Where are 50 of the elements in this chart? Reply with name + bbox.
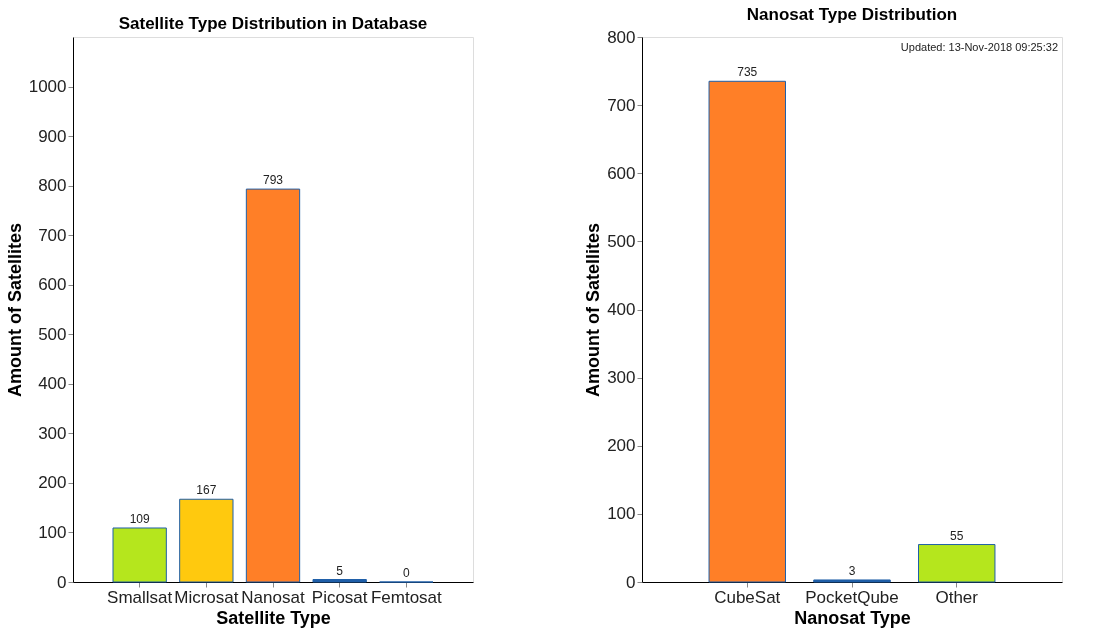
data-label: 3 bbox=[848, 563, 856, 578]
x-tick-label: PocketQube bbox=[805, 587, 899, 607]
y-tick-label: 400 bbox=[607, 300, 636, 319]
y-tick-label: 100 bbox=[607, 504, 636, 524]
chart-title: Nanosat Type Distribution bbox=[746, 5, 958, 24]
x-axis-title: Satellite Type bbox=[216, 607, 331, 628]
bar bbox=[918, 544, 996, 583]
y-tick-label: 700 bbox=[607, 95, 636, 115]
x-tick-label: CubeSat bbox=[714, 587, 781, 607]
x-axis-title: Nanosat Type bbox=[794, 607, 911, 628]
y-tick-label: 800 bbox=[38, 176, 67, 196]
y-tick-label: 1000 bbox=[28, 77, 67, 97]
data-label: 735 bbox=[737, 65, 758, 80]
annotation: Updated: 13-Nov-2018 09:25:32 bbox=[900, 41, 1058, 53]
bar bbox=[179, 498, 234, 583]
y-tick-label: 100 bbox=[38, 522, 67, 542]
data-label: 5 bbox=[336, 563, 344, 578]
y-axis-title: Amount of Satellites bbox=[583, 222, 604, 398]
bar bbox=[112, 527, 167, 583]
x-tick-label: Other bbox=[935, 587, 979, 607]
bar bbox=[708, 80, 786, 583]
x-tick-label: Picosat bbox=[311, 587, 368, 607]
y-axis-title: Amount of Satellites bbox=[4, 222, 25, 398]
y-tick-label: 200 bbox=[607, 436, 636, 456]
bar bbox=[813, 579, 891, 583]
y-tick-label: 300 bbox=[38, 423, 67, 443]
x-tick-label: Microsat bbox=[174, 587, 239, 607]
bar bbox=[312, 579, 367, 583]
y-tick-label: 500 bbox=[38, 324, 67, 344]
y-tick-label: 600 bbox=[607, 163, 636, 183]
x-tick-label: Femtosat bbox=[370, 587, 443, 607]
y-tick-label: 400 bbox=[38, 374, 67, 394]
x-tick-label: Smallsat bbox=[107, 587, 173, 607]
y-tick-label: 300 bbox=[607, 368, 636, 388]
data-label: 793 bbox=[262, 173, 284, 188]
y-tick-label: 200 bbox=[38, 473, 67, 493]
y-tick-label: 600 bbox=[38, 275, 67, 295]
data-label: 0 bbox=[402, 566, 410, 580]
y-tick-label: 0 bbox=[57, 572, 67, 592]
x-tick-label: Nanosat bbox=[241, 587, 305, 607]
y-tick-label: 0 bbox=[626, 572, 636, 592]
bar bbox=[245, 188, 301, 583]
y-tick-label: 900 bbox=[38, 126, 67, 146]
y-tick-label: 500 bbox=[607, 231, 636, 251]
data-label: 167 bbox=[196, 483, 217, 498]
data-label: 55 bbox=[950, 528, 964, 543]
y-tick-label: 800 bbox=[607, 27, 636, 47]
chart-title: Satellite Type Distribution in Database bbox=[118, 14, 428, 33]
data-label: 109 bbox=[129, 512, 150, 526]
y-tick-label: 700 bbox=[38, 225, 67, 245]
